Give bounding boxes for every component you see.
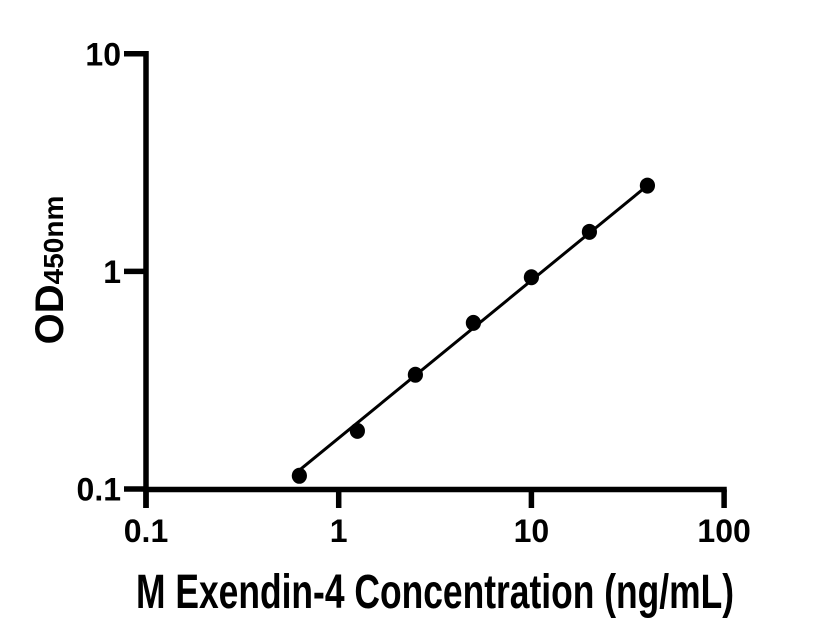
x-tick-label: 10 bbox=[514, 513, 550, 549]
data-point bbox=[523, 269, 540, 286]
y-axis-title-sub: 450nm bbox=[38, 196, 69, 285]
plot-layer bbox=[291, 177, 656, 484]
y-axis-title: OD450nm bbox=[28, 196, 72, 345]
x-axis-title: M Exendin-4 Concentration (ng/mL) bbox=[136, 566, 734, 619]
y-axis-title-main: OD bbox=[28, 284, 72, 344]
y-tick-label: 1 bbox=[103, 254, 121, 290]
data-point bbox=[407, 366, 423, 383]
data-point bbox=[581, 223, 598, 240]
x-tick-label: 100 bbox=[697, 513, 750, 549]
data-point bbox=[291, 467, 307, 484]
data-point bbox=[465, 314, 481, 331]
y-tick-label: 0.1 bbox=[77, 472, 121, 508]
x-tick-label: 0.1 bbox=[124, 513, 168, 549]
y-tick-label: 10 bbox=[85, 36, 121, 72]
axes-layer: 0.1 1 10 100 0.1 1 10 bbox=[77, 36, 751, 549]
data-point bbox=[639, 177, 656, 194]
data-point bbox=[349, 422, 365, 439]
x-tick-label: 1 bbox=[330, 513, 348, 549]
